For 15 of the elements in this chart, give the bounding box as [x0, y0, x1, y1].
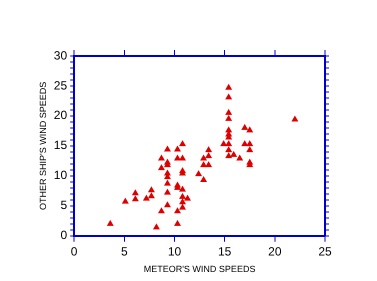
x-tick-label: 10 — [168, 244, 182, 258]
y-tick-label: 5 — [60, 198, 68, 212]
y-tick-label: 25 — [54, 78, 68, 92]
x-tick-label: 0 — [70, 244, 78, 258]
y-axis-title: OTHER SHIP'S WIND SPEEDS — [38, 82, 48, 210]
x-tick-label: 25 — [318, 244, 332, 258]
x-tick-label: 5 — [120, 244, 128, 258]
y-tick-label: 10 — [54, 168, 68, 182]
y-tick-label: 30 — [54, 48, 68, 62]
x-axis-title: METEOR'S WIND SPEEDS — [144, 264, 256, 274]
x-tick-label: 20 — [268, 244, 282, 258]
y-tick-label: 15 — [54, 138, 68, 152]
y-tick-label: 0 — [60, 228, 68, 242]
x-tick-label: 15 — [218, 244, 232, 258]
y-tick-label: 20 — [54, 108, 68, 122]
